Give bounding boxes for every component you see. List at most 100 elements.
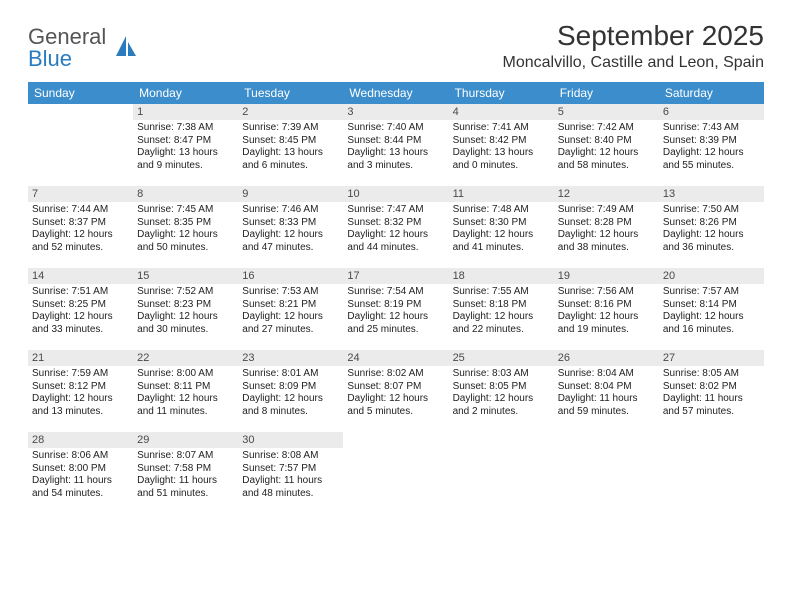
calendar-week-row: 14Sunrise: 7:51 AMSunset: 8:25 PMDayligh…	[28, 268, 764, 350]
day-details: Sunrise: 7:55 AMSunset: 8:18 PMDaylight:…	[449, 284, 554, 336]
day-number: 13	[659, 186, 764, 202]
day-number: 19	[554, 268, 659, 284]
day-number: 12	[554, 186, 659, 202]
header-row: General Blue September 2025 Moncalvillo,…	[28, 20, 764, 72]
day-details: Sunrise: 7:41 AMSunset: 8:42 PMDaylight:…	[449, 120, 554, 172]
calendar-body: 1Sunrise: 7:38 AMSunset: 8:47 PMDaylight…	[28, 104, 764, 514]
weekday-header: Thursday	[449, 82, 554, 104]
calendar-day-cell	[28, 104, 133, 186]
day-number: 11	[449, 186, 554, 202]
calendar-day-cell: 29Sunrise: 8:07 AMSunset: 7:58 PMDayligh…	[133, 432, 238, 514]
day-number: 18	[449, 268, 554, 284]
day-number: 17	[343, 268, 448, 284]
day-number: 8	[133, 186, 238, 202]
calendar-day-cell: 15Sunrise: 7:52 AMSunset: 8:23 PMDayligh…	[133, 268, 238, 350]
day-details: Sunrise: 8:08 AMSunset: 7:57 PMDaylight:…	[238, 448, 343, 500]
day-details: Sunrise: 7:38 AMSunset: 8:47 PMDaylight:…	[133, 120, 238, 172]
calendar-day-cell	[449, 432, 554, 514]
day-number: 24	[343, 350, 448, 366]
calendar-day-cell: 16Sunrise: 7:53 AMSunset: 8:21 PMDayligh…	[238, 268, 343, 350]
day-number: 23	[238, 350, 343, 366]
day-number: 4	[449, 104, 554, 120]
calendar-day-cell: 9Sunrise: 7:46 AMSunset: 8:33 PMDaylight…	[238, 186, 343, 268]
day-details: Sunrise: 7:42 AMSunset: 8:40 PMDaylight:…	[554, 120, 659, 172]
logo-text-blue: Blue	[28, 48, 106, 70]
day-details: Sunrise: 8:03 AMSunset: 8:05 PMDaylight:…	[449, 366, 554, 418]
weekday-header: Sunday	[28, 82, 133, 104]
calendar-day-cell: 23Sunrise: 8:01 AMSunset: 8:09 PMDayligh…	[238, 350, 343, 432]
day-details: Sunrise: 7:39 AMSunset: 8:45 PMDaylight:…	[238, 120, 343, 172]
weekday-header: Saturday	[659, 82, 764, 104]
day-details: Sunrise: 7:44 AMSunset: 8:37 PMDaylight:…	[28, 202, 133, 254]
day-details: Sunrise: 7:50 AMSunset: 8:26 PMDaylight:…	[659, 202, 764, 254]
calendar-day-cell: 5Sunrise: 7:42 AMSunset: 8:40 PMDaylight…	[554, 104, 659, 186]
day-number: 7	[28, 186, 133, 202]
calendar-week-row: 21Sunrise: 7:59 AMSunset: 8:12 PMDayligh…	[28, 350, 764, 432]
day-details: Sunrise: 7:48 AMSunset: 8:30 PMDaylight:…	[449, 202, 554, 254]
calendar-day-cell: 28Sunrise: 8:06 AMSunset: 8:00 PMDayligh…	[28, 432, 133, 514]
day-details: Sunrise: 7:54 AMSunset: 8:19 PMDaylight:…	[343, 284, 448, 336]
calendar-day-cell: 7Sunrise: 7:44 AMSunset: 8:37 PMDaylight…	[28, 186, 133, 268]
calendar-day-cell: 1Sunrise: 7:38 AMSunset: 8:47 PMDaylight…	[133, 104, 238, 186]
calendar-day-cell: 19Sunrise: 7:56 AMSunset: 8:16 PMDayligh…	[554, 268, 659, 350]
calendar-day-cell	[554, 432, 659, 514]
day-details: Sunrise: 7:45 AMSunset: 8:35 PMDaylight:…	[133, 202, 238, 254]
day-number: 14	[28, 268, 133, 284]
calendar-day-cell: 10Sunrise: 7:47 AMSunset: 8:32 PMDayligh…	[343, 186, 448, 268]
calendar-day-cell: 18Sunrise: 7:55 AMSunset: 8:18 PMDayligh…	[449, 268, 554, 350]
day-number: 6	[659, 104, 764, 120]
day-details: Sunrise: 7:49 AMSunset: 8:28 PMDaylight:…	[554, 202, 659, 254]
day-details: Sunrise: 8:00 AMSunset: 8:11 PMDaylight:…	[133, 366, 238, 418]
day-number: 27	[659, 350, 764, 366]
calendar-day-cell: 14Sunrise: 7:51 AMSunset: 8:25 PMDayligh…	[28, 268, 133, 350]
weekday-header: Monday	[133, 82, 238, 104]
day-details: Sunrise: 7:59 AMSunset: 8:12 PMDaylight:…	[28, 366, 133, 418]
calendar-week-row: 7Sunrise: 7:44 AMSunset: 8:37 PMDaylight…	[28, 186, 764, 268]
day-details: Sunrise: 7:56 AMSunset: 8:16 PMDaylight:…	[554, 284, 659, 336]
calendar-day-cell: 8Sunrise: 7:45 AMSunset: 8:35 PMDaylight…	[133, 186, 238, 268]
day-number: 1	[133, 104, 238, 120]
calendar-week-row: 28Sunrise: 8:06 AMSunset: 8:00 PMDayligh…	[28, 432, 764, 514]
calendar-day-cell: 12Sunrise: 7:49 AMSunset: 8:28 PMDayligh…	[554, 186, 659, 268]
day-details: Sunrise: 8:04 AMSunset: 8:04 PMDaylight:…	[554, 366, 659, 418]
day-number: 10	[343, 186, 448, 202]
calendar-day-cell: 13Sunrise: 7:50 AMSunset: 8:26 PMDayligh…	[659, 186, 764, 268]
logo: General Blue	[28, 26, 140, 70]
day-number: 26	[554, 350, 659, 366]
calendar-table: SundayMondayTuesdayWednesdayThursdayFrid…	[28, 82, 764, 514]
day-details: Sunrise: 8:07 AMSunset: 7:58 PMDaylight:…	[133, 448, 238, 500]
day-number: 2	[238, 104, 343, 120]
calendar-day-cell: 25Sunrise: 8:03 AMSunset: 8:05 PMDayligh…	[449, 350, 554, 432]
weekday-header: Friday	[554, 82, 659, 104]
day-details: Sunrise: 7:53 AMSunset: 8:21 PMDaylight:…	[238, 284, 343, 336]
day-number: 28	[28, 432, 133, 448]
day-details: Sunrise: 8:01 AMSunset: 8:09 PMDaylight:…	[238, 366, 343, 418]
day-details: Sunrise: 7:47 AMSunset: 8:32 PMDaylight:…	[343, 202, 448, 254]
calendar-day-cell: 22Sunrise: 8:00 AMSunset: 8:11 PMDayligh…	[133, 350, 238, 432]
calendar-day-cell	[659, 432, 764, 514]
logo-text-general: General	[28, 26, 106, 48]
day-details: Sunrise: 8:02 AMSunset: 8:07 PMDaylight:…	[343, 366, 448, 418]
day-details: Sunrise: 7:40 AMSunset: 8:44 PMDaylight:…	[343, 120, 448, 172]
calendar-day-cell: 24Sunrise: 8:02 AMSunset: 8:07 PMDayligh…	[343, 350, 448, 432]
day-number: 21	[28, 350, 133, 366]
location-label: Moncalvillo, Castille and Leon, Spain	[503, 54, 764, 72]
weekday-header: Wednesday	[343, 82, 448, 104]
logo-text-block: General Blue	[28, 26, 106, 70]
calendar-week-row: 1Sunrise: 7:38 AMSunset: 8:47 PMDaylight…	[28, 104, 764, 186]
calendar-day-cell: 17Sunrise: 7:54 AMSunset: 8:19 PMDayligh…	[343, 268, 448, 350]
calendar-day-cell: 26Sunrise: 8:04 AMSunset: 8:04 PMDayligh…	[554, 350, 659, 432]
weekday-header-row: SundayMondayTuesdayWednesdayThursdayFrid…	[28, 82, 764, 104]
day-details: Sunrise: 7:46 AMSunset: 8:33 PMDaylight:…	[238, 202, 343, 254]
calendar-day-cell: 6Sunrise: 7:43 AMSunset: 8:39 PMDaylight…	[659, 104, 764, 186]
calendar-day-cell	[343, 432, 448, 514]
calendar-day-cell: 11Sunrise: 7:48 AMSunset: 8:30 PMDayligh…	[449, 186, 554, 268]
day-details: Sunrise: 7:57 AMSunset: 8:14 PMDaylight:…	[659, 284, 764, 336]
day-number: 29	[133, 432, 238, 448]
day-number: 22	[133, 350, 238, 366]
day-number: 20	[659, 268, 764, 284]
month-title: September 2025	[503, 20, 764, 52]
day-details: Sunrise: 7:51 AMSunset: 8:25 PMDaylight:…	[28, 284, 133, 336]
calendar-day-cell: 27Sunrise: 8:05 AMSunset: 8:02 PMDayligh…	[659, 350, 764, 432]
day-number: 5	[554, 104, 659, 120]
